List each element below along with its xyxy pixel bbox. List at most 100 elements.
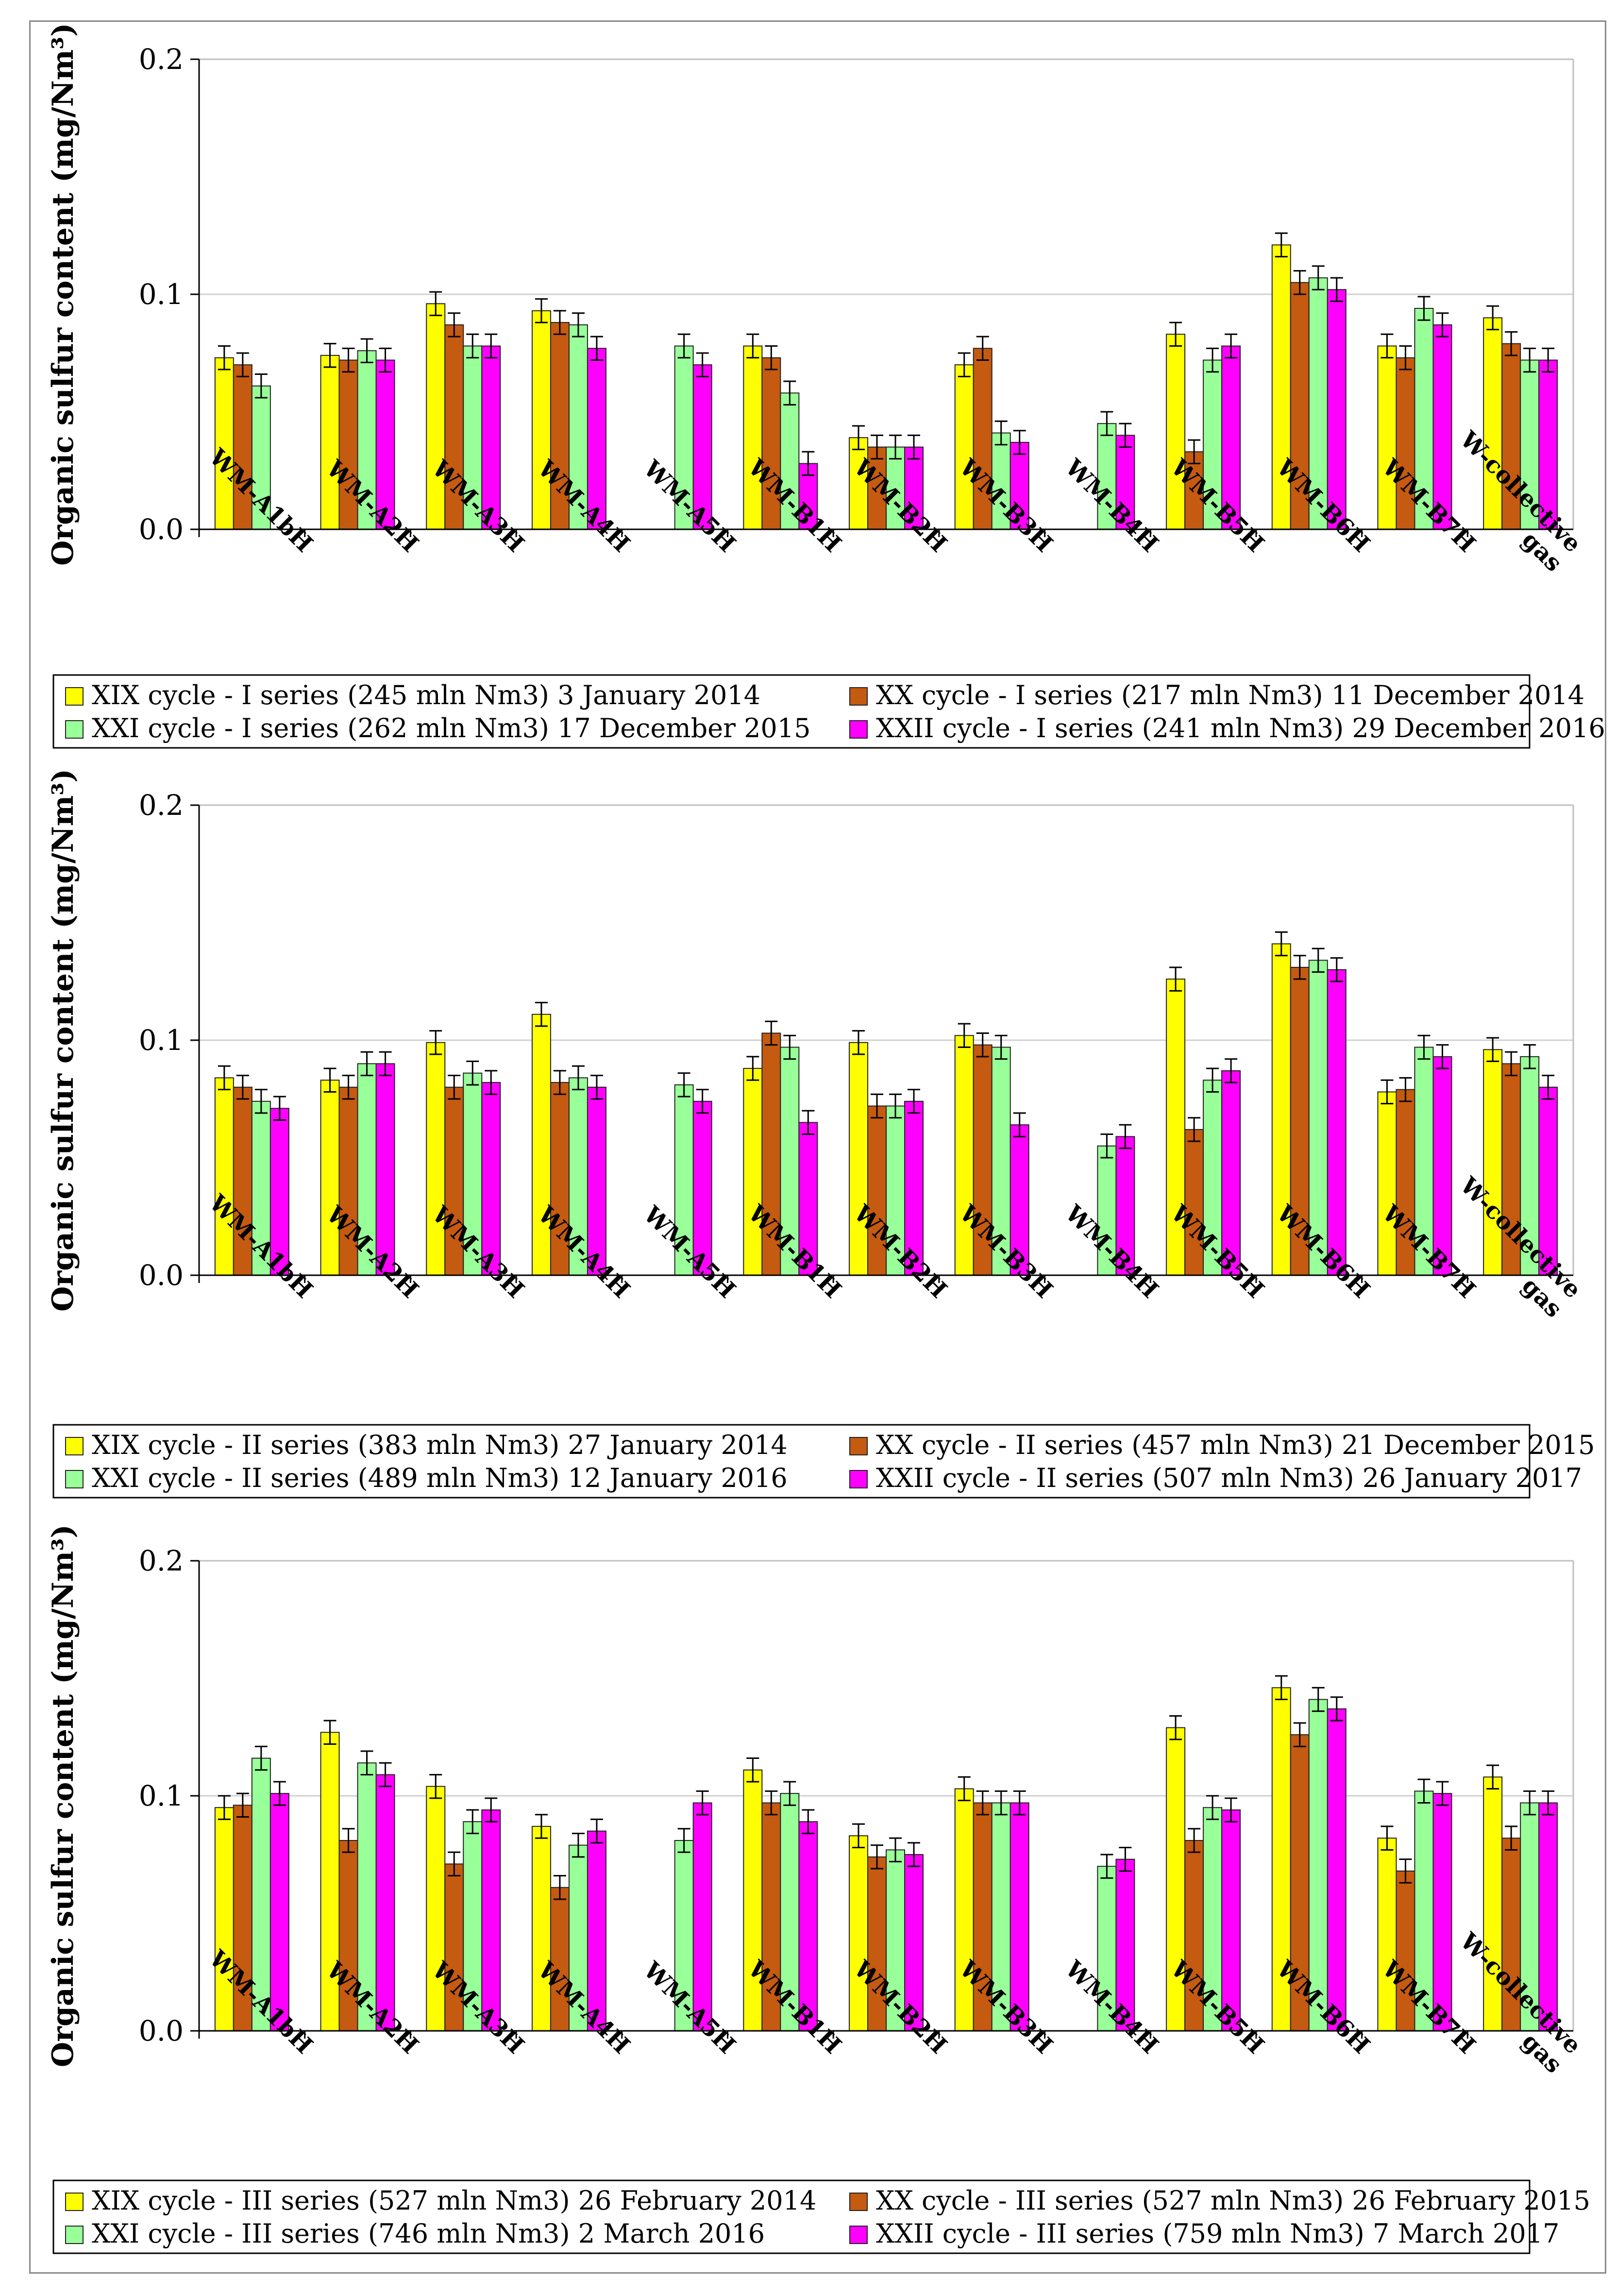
chart-3: 0.0 0.1 0.2 Organic sulfur content (mg/Nm³)… (46, 1524, 1590, 2254)
bar (481, 345, 501, 530)
y-axis-label: Organic sulfur content (mg/Nm³) (46, 1524, 80, 2067)
legend-swatch (849, 1437, 868, 1455)
bar (1166, 979, 1186, 1276)
legend-entry: XX cycle - I series (217 mln Nm3) 11 Dec… (876, 680, 1584, 710)
bar (1221, 1809, 1241, 2032)
legend: XIX cycle - II series (383 mln Nm3) 27 J… (52, 1424, 1595, 1499)
legend-entry: XIX cycle - III series (527 mln Nm3) 26 … (92, 2185, 816, 2216)
bar (674, 1840, 694, 2031)
bar (375, 1774, 395, 2031)
legend-entry: XIX cycle - I series (245 mln Nm3) 3 Jan… (92, 680, 760, 710)
bar (1097, 1866, 1117, 2031)
bar (1308, 960, 1328, 1276)
figure-frame (29, 20, 1606, 2274)
bar (991, 1047, 1011, 1276)
bar (1290, 966, 1310, 1276)
legend-swatch (849, 2193, 868, 2211)
legend-entry: XX cycle - III series (527 mln Nm3) 26 F… (876, 2185, 1590, 2216)
bar (1327, 969, 1347, 1276)
legend: XIX cycle - I series (245 mln Nm3) 3 Jan… (52, 674, 1605, 749)
bar (954, 1788, 974, 2031)
y-tick-label: 0.1 (139, 1024, 184, 1057)
bar (1483, 317, 1503, 530)
bar (426, 1786, 446, 2031)
bar (1538, 359, 1558, 530)
legend-swatch (849, 687, 868, 706)
bar (1203, 1080, 1223, 1276)
bar (444, 1863, 464, 2032)
legend-entry: XIX cycle - II series (383 mln Nm3) 27 J… (92, 1430, 788, 1460)
bar (743, 345, 763, 530)
bar (444, 324, 464, 530)
bar (743, 1068, 763, 1276)
bar (214, 1077, 234, 1276)
y-tick-label: 0.2 (139, 43, 184, 76)
bar (1538, 1802, 1558, 2032)
legend-entry: XXII cycle - I series (241 mln Nm3) 29 D… (876, 713, 1605, 743)
bar (1308, 277, 1328, 530)
legend-swatch (65, 687, 84, 706)
legend-box (52, 674, 1531, 749)
bar (1483, 1049, 1503, 1276)
bar (1166, 334, 1186, 530)
bar (1221, 1070, 1241, 1276)
bar (743, 1769, 763, 2031)
legend-swatch (65, 720, 84, 739)
bar (357, 1063, 377, 1276)
legend-swatch (849, 720, 868, 739)
bar (1166, 1727, 1186, 2031)
legend-swatch (65, 1470, 84, 1488)
legend-entry: XXI cycle - I series (262 mln Nm3) 17 De… (92, 713, 811, 743)
bar (954, 364, 974, 530)
legend-swatch (65, 2193, 84, 2211)
bar (481, 1809, 501, 2032)
legend-entry: XXI cycle - II series (489 mln Nm3) 12 J… (92, 1463, 788, 1493)
bar (1520, 1056, 1540, 1276)
legend-swatch (65, 2226, 84, 2244)
bar (463, 1821, 483, 2031)
legend-swatch (849, 1470, 868, 1488)
bar (426, 1042, 446, 1276)
bar (692, 1100, 712, 1276)
bar (214, 357, 234, 530)
bar (320, 1080, 340, 1276)
bar (214, 1807, 234, 2031)
bar (375, 359, 395, 530)
bar (973, 1044, 993, 1276)
y-tick-label: 0.2 (139, 789, 184, 822)
bar (531, 1013, 551, 1276)
chart-2: 0.0 0.1 0.2 Organic sulfur content (mg/Nm³)… (46, 769, 1595, 1499)
bar (531, 310, 551, 530)
bar (867, 1105, 887, 1276)
legend: XIX cycle - III series (527 mln Nm3) 26 … (52, 2179, 1590, 2254)
y-tick-label: 0.0 (139, 1259, 184, 1292)
bar (251, 385, 271, 530)
bar (1184, 1840, 1204, 2031)
bar (849, 1835, 868, 2032)
y-axis-label: Organic sulfur content (mg/Nm³) (46, 23, 80, 566)
legend-entry: XXI cycle - III series (746 mln Nm3) 2 M… (92, 2218, 765, 2249)
y-tick-label: 0.0 (139, 2014, 184, 2047)
bar (587, 1086, 606, 1276)
bar (1097, 423, 1117, 530)
bar (531, 1825, 551, 2031)
bar (954, 1035, 974, 1276)
bar (780, 392, 800, 530)
bar (1377, 1838, 1397, 2032)
bar (1396, 357, 1415, 530)
legend-swatch (65, 1437, 84, 1455)
bar (1501, 343, 1521, 530)
bar (426, 303, 446, 530)
bar (674, 345, 694, 530)
bar (849, 1042, 868, 1276)
bar (1290, 282, 1310, 530)
legend-box (52, 2179, 1531, 2254)
bar (375, 1063, 395, 1276)
chart-1: 0.0 0.1 0.2 Organic sulfur content (mg/Nm³)… (46, 23, 1605, 749)
bar (233, 1086, 252, 1276)
bar (1483, 1776, 1503, 2031)
bar (780, 1793, 800, 2031)
bar (357, 1762, 377, 2031)
bar (1010, 1124, 1029, 1276)
